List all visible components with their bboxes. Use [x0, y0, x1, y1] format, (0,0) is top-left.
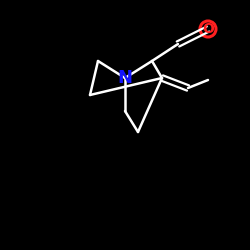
Text: O: O — [202, 22, 214, 36]
Text: N: N — [118, 69, 132, 87]
